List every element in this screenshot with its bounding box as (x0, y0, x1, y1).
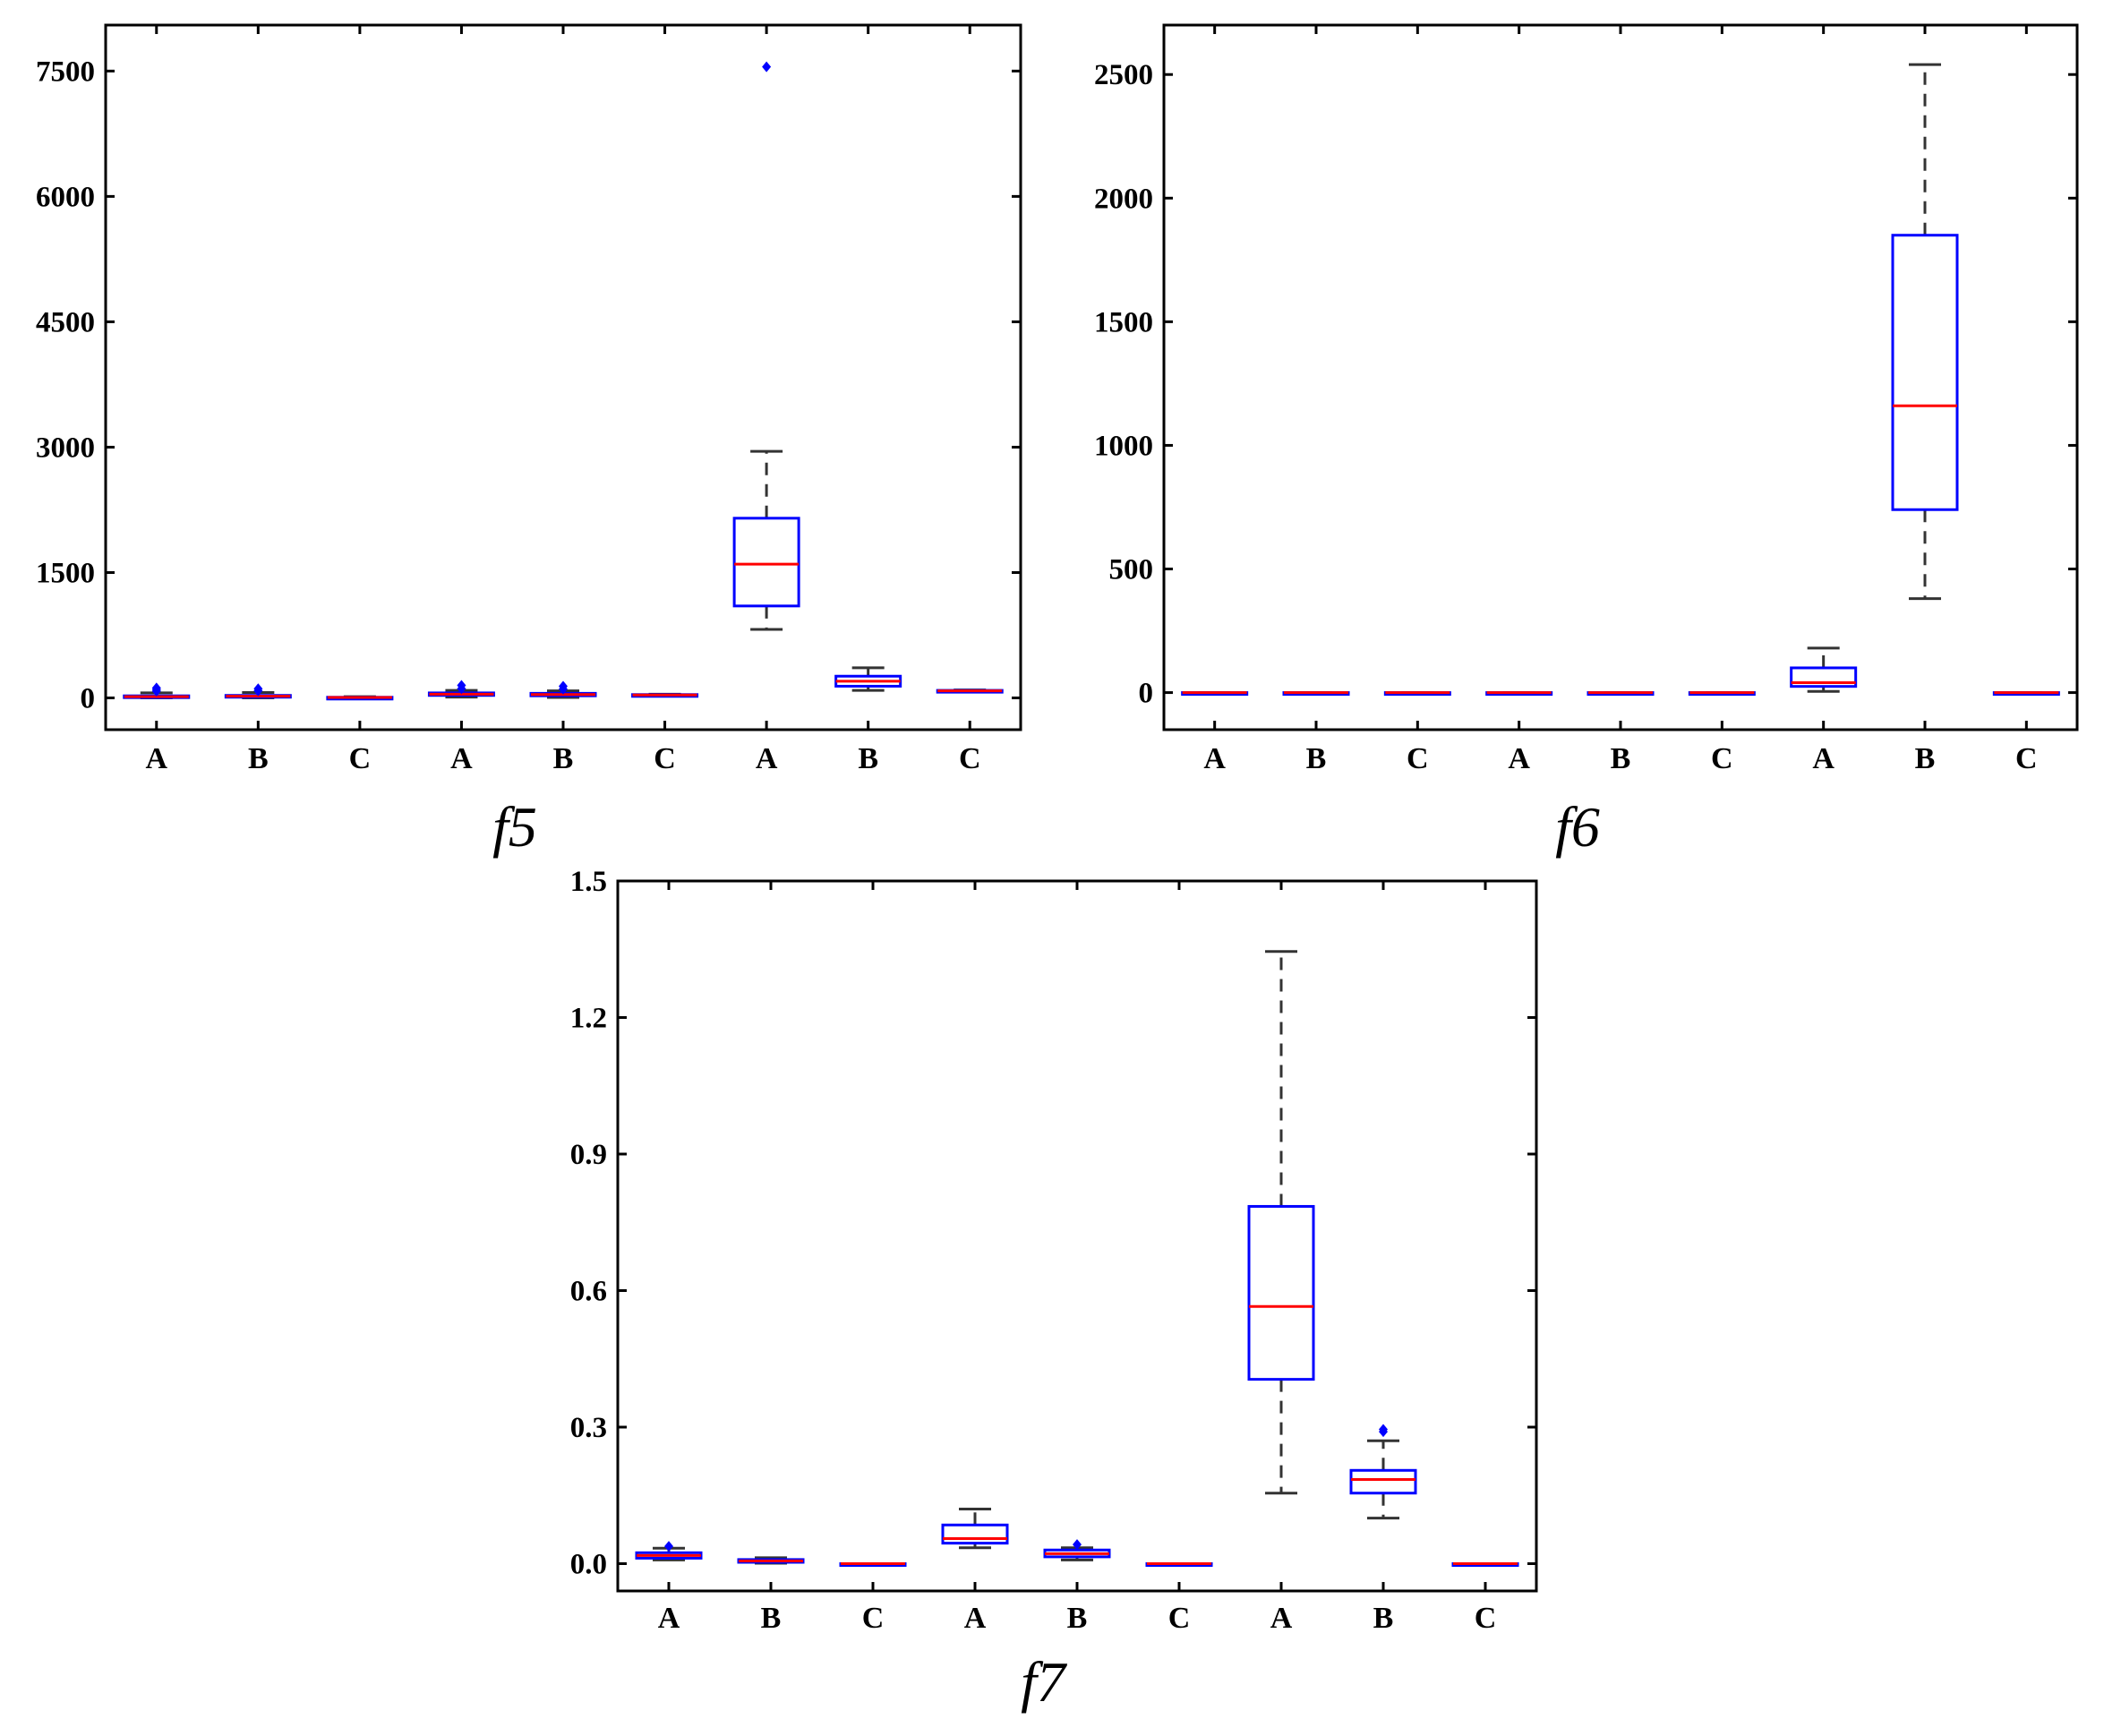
x-category-label: C (862, 1602, 885, 1635)
x-category-label: B (858, 742, 878, 775)
y-tick-label: 0.3 (570, 1412, 607, 1444)
outlier-point (1379, 1424, 1388, 1435)
y-tick-label: 1000 (1094, 430, 1153, 462)
box-A (635, 1541, 703, 1561)
x-category-label: C (1711, 742, 1733, 775)
y-tick-label: 2000 (1094, 183, 1153, 215)
box-A (732, 61, 800, 631)
x-category-label: B (1067, 1602, 1088, 1635)
box-B (1891, 63, 1959, 601)
box-B (529, 680, 597, 699)
y-tick-label: 1500 (1094, 306, 1153, 338)
y-tick-label: 1.5 (570, 866, 607, 898)
iqr-box (941, 1523, 1009, 1545)
box-A (427, 680, 495, 699)
x-category-label: C (1168, 1602, 1191, 1635)
box-C (1992, 691, 2060, 697)
x-category-label: C (349, 742, 372, 775)
x-category-label: B (248, 742, 269, 775)
x-category-label: C (1475, 1602, 1497, 1635)
y-tick-label: 1500 (36, 557, 95, 589)
y-tick-label: 4500 (36, 306, 95, 338)
chart-panel-f5: 0 1500 3000 4500 6000 7500 A B C A B C A B Cf5 (36, 23, 1022, 859)
box-C (839, 1562, 907, 1567)
x-category-label: B (1306, 742, 1327, 775)
plot-frame (1162, 23, 2079, 731)
x-category-label: C (654, 742, 676, 775)
panel-title: f5 (492, 795, 537, 859)
x-category-label: A (1270, 1602, 1293, 1635)
x-category-label: B (1373, 1602, 1394, 1635)
y-tick-label: 0 (81, 683, 96, 715)
iqr-box (1790, 666, 1858, 688)
chart-panel-f7: 0.0 0.3 0.6 0.9 1.2 1.5 A B C A B C A B Cf7 (570, 866, 1538, 1714)
y-tick-label: 3000 (36, 432, 95, 464)
y-tick-label: 6000 (36, 181, 95, 213)
plot-frame (104, 23, 1022, 731)
outlier-point (151, 682, 161, 694)
y-tick-label: 0.6 (570, 1276, 607, 1308)
box-C (936, 688, 1004, 694)
y-tick-label: 7500 (36, 56, 95, 88)
box-A (1790, 646, 1858, 693)
x-category-label: C (2015, 742, 2038, 775)
x-category-label: A (145, 742, 167, 775)
y-tick-label: 0 (1139, 678, 1154, 710)
box-C (1145, 1562, 1213, 1567)
box-B (737, 1556, 805, 1565)
outlier-point (457, 680, 466, 691)
y-tick-label: 0.9 (570, 1139, 607, 1171)
box-A (941, 1508, 1009, 1550)
x-category-label: A (756, 742, 778, 775)
x-category-label: B (1611, 742, 1631, 775)
box-A (1485, 691, 1553, 697)
box-A (1181, 691, 1249, 697)
box-A (123, 682, 191, 700)
x-category-label: B (761, 1602, 782, 1635)
y-tick-label: 1.2 (570, 1003, 607, 1035)
box-C (1688, 691, 1756, 697)
outlier-point (664, 1541, 673, 1552)
x-category-label: B (553, 742, 574, 775)
box-B (834, 666, 902, 692)
outlier-point (762, 61, 772, 73)
x-category-label: B (1915, 742, 1936, 775)
box-A (1247, 950, 1315, 1495)
x-category-label: C (959, 742, 981, 775)
box-B (224, 683, 292, 700)
box-C (1451, 1562, 1519, 1567)
box-B (1587, 691, 1655, 697)
outlier-point (253, 683, 263, 695)
y-tick-label: 2500 (1094, 59, 1153, 91)
box-C (631, 692, 699, 698)
panel-title: f7 (1021, 1650, 1068, 1714)
iqr-box (1247, 1204, 1315, 1381)
x-category-label: A (1812, 742, 1835, 775)
box-B (1282, 691, 1350, 697)
outlier-point (1073, 1539, 1082, 1551)
iqr-box (1891, 234, 1959, 511)
chart-panel-f6: 0 500 1000 1500 2000 2500 A B C A B C A B Cf6 (1094, 23, 2079, 859)
outlier-point (559, 680, 568, 692)
box-C (1383, 691, 1451, 697)
x-category-label: A (450, 742, 473, 775)
y-tick-label: 0.0 (570, 1549, 607, 1581)
panel-title: f6 (1555, 795, 1600, 859)
x-category-label: A (1508, 742, 1530, 775)
x-category-label: A (964, 1602, 987, 1635)
box-B (1043, 1539, 1111, 1561)
box-B (1349, 1424, 1417, 1520)
iqr-box (732, 517, 800, 608)
x-category-label: A (1203, 742, 1226, 775)
x-category-label: A (658, 1602, 680, 1635)
y-tick-label: 500 (1109, 554, 1154, 586)
iqr-box (1349, 1468, 1417, 1495)
x-category-label: C (1407, 742, 1429, 775)
box-C (326, 695, 394, 701)
plot-frame (616, 879, 1538, 1593)
